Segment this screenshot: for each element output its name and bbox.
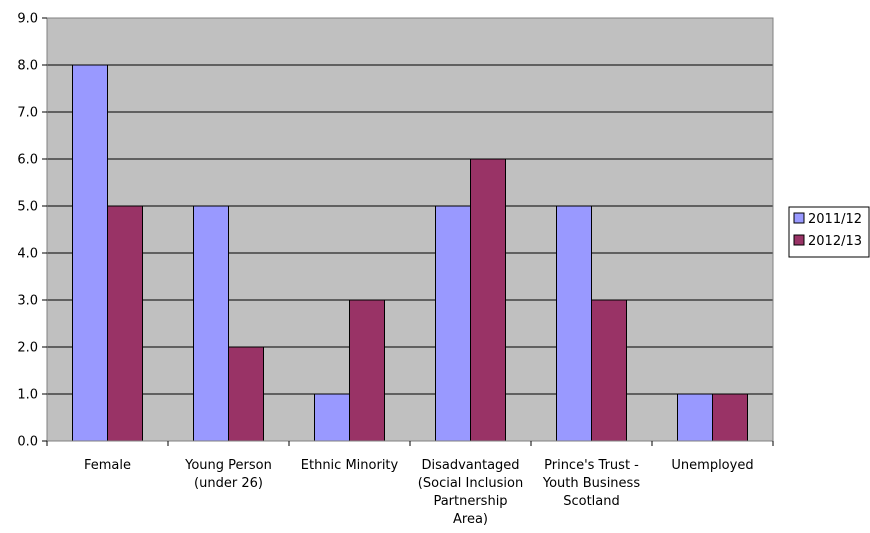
bar-2012-13-0 [107,205,143,442]
bar-2012-13-3 [470,158,506,442]
x-category-label: Prince's Trust -Youth Business Scotland [542,458,640,509]
y-tick-label: 6.0 [17,153,38,168]
bars [72,64,748,442]
y-tick-label: 3.0 [17,294,38,309]
legend-swatch [793,234,805,246]
legend: 2011/12 2012/13 [788,206,870,258]
legend-swatch [793,212,805,224]
legend-label: 2012/13 [808,234,862,249]
y-tick-label: 4.0 [17,247,38,262]
x-category-label: Young Person (under 26) [184,458,272,491]
x-category-label: Unemployed [671,458,753,473]
y-tick-label: 9.0 [17,12,38,27]
y-axis-ticks: 0.0 1.0 2.0 3.0 4.0 5.0 6.0 7.0 8.0 9.0 [17,12,47,450]
y-tick-label: 7.0 [17,106,38,121]
bar-2011-12-1 [193,205,229,442]
bar-2012-13-2 [349,299,385,442]
bar-2012-13-4 [591,299,627,442]
bar-2011-12-5 [677,393,713,442]
x-axis-categories: Female Young Person (under 26) Ethnic Minor… [46,441,774,527]
plot-area [47,18,773,441]
y-tick-label: 0.0 [17,435,38,450]
y-tick-label: 5.0 [17,200,38,215]
x-category-label: Ethnic Minority [301,458,399,473]
y-tick-label: 8.0 [17,59,38,74]
legend-label: 2011/12 [808,212,862,227]
x-category-label: Disadvantaged (Social Inclusion Partnershi… [418,458,523,527]
bar-2011-12-4 [556,205,592,442]
x-category-label: Female [84,458,131,473]
bar-2011-12-0 [72,64,108,442]
bar-2011-12-3 [435,205,471,442]
y-tick-label: 2.0 [17,341,38,356]
bar-2011-12-2 [314,393,350,442]
y-tick-label: 1.0 [17,388,38,403]
bar-2012-13-5 [712,393,748,442]
bar-2012-13-1 [228,346,264,442]
